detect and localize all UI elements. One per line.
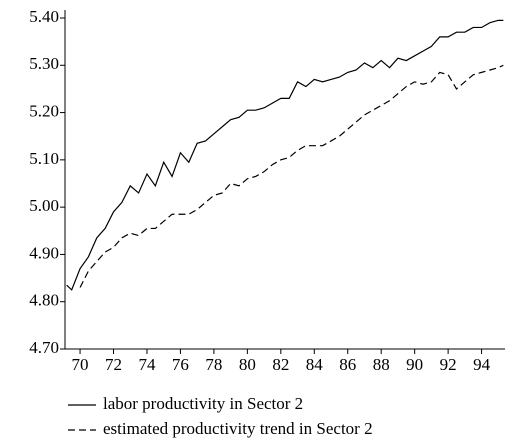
x-tick-label: 80 (239, 355, 256, 374)
x-tick-label: 82 (272, 355, 289, 374)
y-tick-label: 5.00 (29, 196, 59, 215)
y-tick-label: 5.30 (29, 54, 59, 73)
x-tick-label: 84 (306, 355, 324, 374)
x-tick-label: 74 (138, 355, 156, 374)
y-tick-label: 5.20 (29, 101, 59, 120)
legend-label: estimated productivity trend in Sector 2 (103, 419, 373, 438)
y-tick-label: 4.70 (29, 338, 59, 357)
x-tick-label: 72 (105, 355, 122, 374)
x-tick-label: 70 (72, 355, 89, 374)
series-line (79, 64, 504, 288)
x-tick-label: 90 (406, 355, 423, 374)
x-tick-label: 92 (440, 355, 457, 374)
x-tick-label: 78 (205, 355, 222, 374)
x-tick-label: 86 (339, 355, 356, 374)
x-tick-label: 76 (172, 355, 189, 374)
y-tick-label: 5.10 (29, 149, 59, 168)
x-tick-label: 88 (373, 355, 390, 374)
y-tick-label: 4.80 (29, 291, 59, 310)
y-tick-label: 4.90 (29, 243, 59, 262)
y-tick-label: 5.40 (29, 7, 59, 26)
x-tick-label: 94 (473, 355, 491, 374)
series-line (66, 19, 504, 291)
legend-label: labor productivity in Sector 2 (103, 394, 303, 413)
